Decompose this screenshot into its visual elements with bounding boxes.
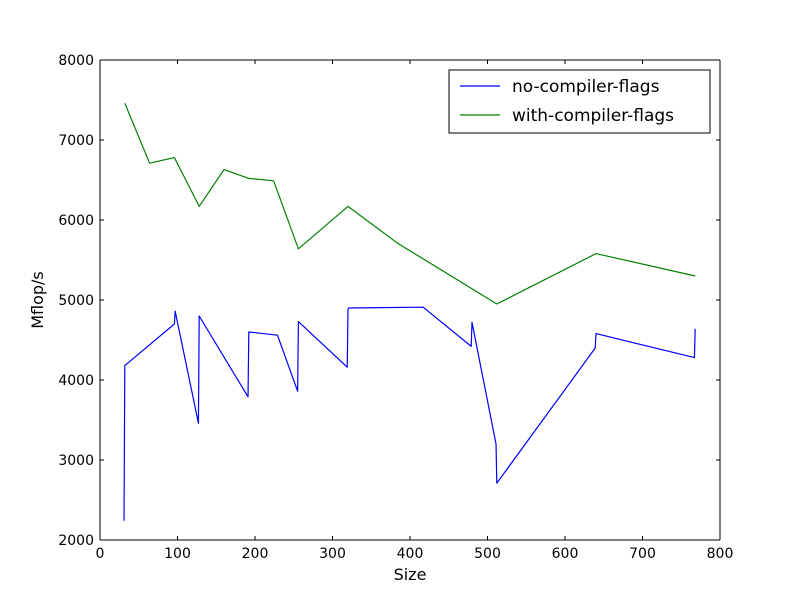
x-tick-label: 0 <box>96 546 105 562</box>
plot-background <box>100 60 720 540</box>
x-tick-label: 800 <box>707 546 734 562</box>
series-line-0 <box>123 306 696 521</box>
y-tick-label: 7000 <box>58 133 94 149</box>
legend-box <box>448 69 711 134</box>
series-line-1 <box>124 102 696 305</box>
y-tick-label: 8000 <box>58 53 94 69</box>
x-axis-label: Size <box>394 565 427 584</box>
x-tick-label: 300 <box>319 546 346 562</box>
legend-label-1: with-compiler-flags <box>512 106 674 126</box>
x-tick-label: 500 <box>474 546 501 562</box>
x-tick-label: 600 <box>552 546 579 562</box>
y-tick-label: 5000 <box>58 293 94 309</box>
x-tick-label: 700 <box>629 546 656 562</box>
legend-label-0: no-compiler-flags <box>512 77 660 97</box>
y-tick-label: 4000 <box>58 373 94 389</box>
legend: no-compiler-flags with-compiler-flags <box>448 69 711 134</box>
x-tick-label: 200 <box>242 546 269 562</box>
y-axis-label: Mflop/s <box>28 271 47 329</box>
y-tick-label: 2000 <box>58 533 94 549</box>
ticks-layer: 0 100 200 300 400 500 600 700 800 2000 3000 4000 500… <box>58 53 733 562</box>
plot-area <box>100 60 720 540</box>
x-tick-label: 100 <box>164 546 191 562</box>
y-tick-label: 6000 <box>58 213 94 229</box>
y-tick-label: 3000 <box>58 453 94 469</box>
series-layer <box>123 102 696 521</box>
x-tick-label: 400 <box>397 546 424 562</box>
